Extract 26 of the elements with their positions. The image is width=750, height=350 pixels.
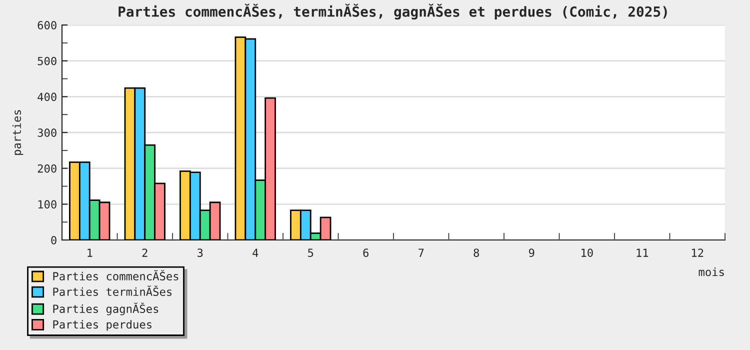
chart-title: Parties commencĂŠes, terminĂŠes, gagnĂŠes et perdues (Comic, 2025) bbox=[118, 4, 667, 20]
x-tick-label: 8 bbox=[474, 248, 480, 257]
y-tick-label: 600 bbox=[38, 21, 56, 30]
legend-label: Parties terminĂŠes bbox=[53, 285, 172, 296]
x-tick-label: 10 bbox=[582, 248, 593, 257]
legend-label: Parties gagnĂŠes bbox=[53, 302, 158, 316]
y-tick-label: 300 bbox=[38, 128, 56, 137]
y-tick-label: 400 bbox=[38, 92, 56, 102]
y-tick-label: 500 bbox=[38, 56, 56, 66]
x-axis-title: mois bbox=[698, 268, 724, 276]
x-tick-label: 9 bbox=[528, 248, 534, 257]
legend-label: Parties perdues bbox=[53, 320, 152, 331]
x-tick-label: 7 bbox=[418, 248, 424, 257]
x-tick-label: 5 bbox=[308, 248, 314, 257]
x-tick-label: 12 bbox=[692, 248, 704, 257]
y-tick-label: 0 bbox=[51, 236, 56, 244]
y-axis-title: parties bbox=[12, 110, 24, 155]
y-tick-label: 200 bbox=[38, 164, 56, 173]
x-tick-label: 1 bbox=[88, 248, 92, 257]
x-tick-label: 6 bbox=[363, 248, 368, 257]
x-tick-label: 3 bbox=[198, 248, 203, 257]
legend-label: Parties commencĂŠes bbox=[53, 270, 178, 280]
x-tick-label: 2 bbox=[142, 248, 148, 257]
y-tick-label: 100 bbox=[38, 200, 56, 209]
x-tick-label: 4 bbox=[252, 248, 258, 257]
x-tick-label: 11 bbox=[636, 248, 648, 257]
